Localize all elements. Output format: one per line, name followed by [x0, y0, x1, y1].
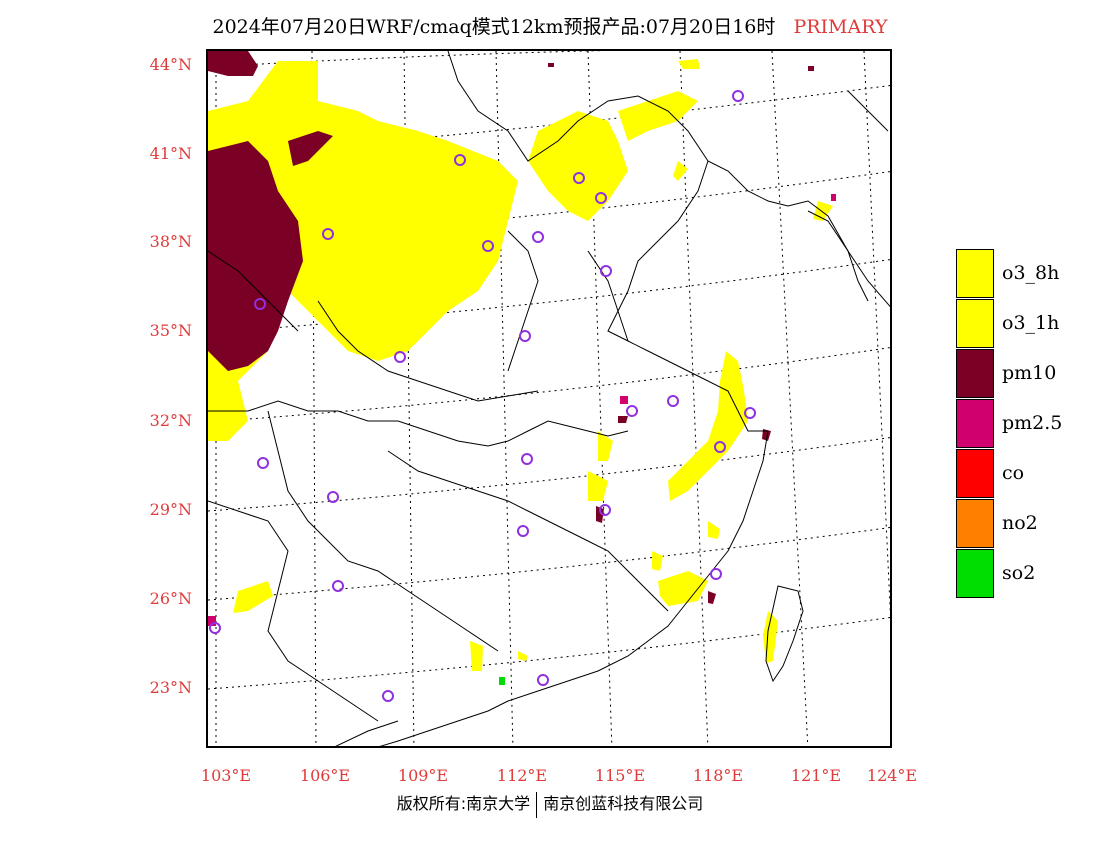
lat-label-41: 41°N	[149, 144, 192, 163]
lat-label-32: 32°N	[149, 411, 192, 430]
lon-label-115: 115°E	[594, 766, 646, 785]
lon-line-112	[495, 51, 514, 746]
pm25-area	[208, 194, 836, 626]
legend-swatch	[956, 449, 994, 498]
station-marker	[595, 192, 607, 204]
title-text: 2024年07月20日WRF/cmaq模式12km预报产品:07月20日16时	[212, 16, 776, 38]
lat-label-38: 38°N	[149, 232, 192, 251]
boundaries	[208, 51, 890, 746]
lon-label-103: 103°E	[200, 766, 252, 785]
station-marker	[257, 457, 269, 469]
lon-label-121: 121°E	[790, 766, 842, 785]
lon-line-115	[587, 51, 613, 746]
lat-label-26: 26°N	[149, 589, 192, 608]
station-marker	[519, 330, 531, 342]
lon-label-109: 109°E	[397, 766, 449, 785]
lon-label-118: 118°E	[692, 766, 744, 785]
legend-label: no2	[1002, 512, 1038, 534]
station-marker	[626, 405, 638, 417]
footer-divider	[536, 791, 538, 818]
legend-label: o3_1h	[1002, 312, 1060, 334]
so2-area	[499, 677, 505, 685]
station-marker	[327, 491, 339, 503]
legend-swatch	[956, 349, 994, 398]
station-marker	[667, 395, 679, 407]
lon-line-106	[311, 51, 317, 746]
station-marker	[517, 525, 529, 537]
copyright-right: 南京创蓝科技有限公司	[543, 794, 704, 813]
forecast-map[interactable]	[206, 49, 892, 748]
station-marker	[710, 568, 722, 580]
station-marker	[714, 441, 726, 453]
lat-line-29	[208, 437, 890, 512]
lat-label-35: 35°N	[149, 321, 192, 340]
station-marker	[521, 453, 533, 465]
legend-label: pm2.5	[1002, 412, 1063, 434]
lat-line-23	[208, 617, 890, 690]
lat-label-23: 23°N	[149, 678, 192, 697]
station-marker	[532, 231, 544, 243]
legend-swatch	[956, 499, 994, 548]
station-marker	[209, 622, 221, 634]
lon-line-124	[863, 51, 890, 617]
station-marker	[382, 690, 394, 702]
station-marker	[454, 154, 466, 166]
lon-line-109	[403, 51, 415, 746]
lat-label-29: 29°N	[149, 500, 192, 519]
pm10-area	[208, 51, 814, 604]
copyright-left: 版权所有:南京大学	[396, 794, 531, 813]
lon-label-124: 124°E	[866, 766, 918, 785]
legend-swatch	[956, 299, 994, 348]
legend-swatch	[956, 399, 994, 448]
lon-label-106: 106°E	[299, 766, 351, 785]
station-marker	[394, 351, 406, 363]
station-marker	[537, 674, 549, 686]
lon-line-121	[771, 51, 809, 746]
lat-label-44: 44°N	[149, 55, 192, 74]
station-marker	[573, 172, 585, 184]
station-marker	[254, 298, 266, 310]
legend-swatch	[956, 249, 994, 298]
station-marker	[482, 240, 494, 252]
station-marker	[599, 504, 611, 516]
station-marker	[732, 90, 744, 102]
station-markers[interactable]	[209, 90, 756, 702]
legend-label: pm10	[1002, 362, 1057, 384]
legend-label: so2	[1002, 562, 1036, 584]
map-title: 2024年07月20日WRF/cmaq模式12km预报产品:07月20日16时 …	[0, 12, 1100, 39]
copyright-footer: 版权所有:南京大学 南京创蓝科技有限公司	[0, 790, 1100, 818]
station-marker	[600, 265, 612, 277]
station-marker	[322, 228, 334, 240]
map-canvas	[208, 51, 890, 746]
legend-label: co	[1002, 462, 1025, 484]
station-marker	[744, 407, 756, 419]
station-marker	[332, 580, 344, 592]
lon-label-112: 112°E	[496, 766, 548, 785]
lon-line-118	[679, 51, 709, 746]
legend-label: o3_8h	[1002, 262, 1060, 284]
legend-swatch	[956, 549, 994, 598]
primary-tag: PRIMARY	[793, 16, 888, 38]
